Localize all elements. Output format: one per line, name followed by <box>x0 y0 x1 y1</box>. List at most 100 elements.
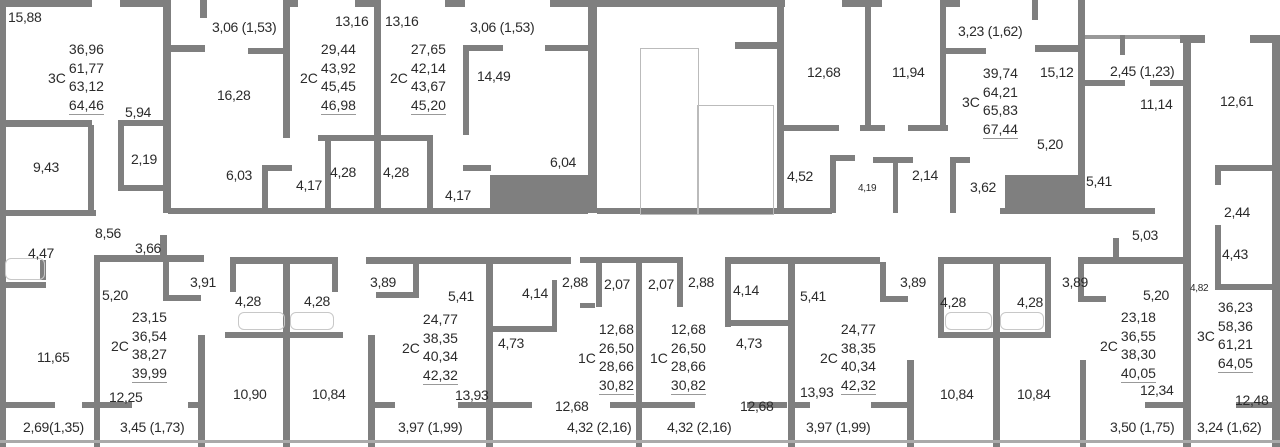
wall <box>588 0 597 213</box>
total-area: 38,35 <box>422 329 458 346</box>
wall <box>1000 208 1155 214</box>
wall <box>735 42 777 49</box>
wall <box>1215 165 1221 185</box>
room-area: 4,28 <box>304 293 331 309</box>
wall <box>490 402 532 408</box>
wall <box>552 280 557 332</box>
wall <box>940 5 946 130</box>
living-area: 29,44 <box>320 41 356 57</box>
room-area: 4,28 <box>383 164 410 180</box>
bathtub-icon <box>945 312 992 330</box>
wall <box>88 125 94 210</box>
wall <box>636 262 642 447</box>
bathtub-icon <box>290 312 334 330</box>
wall <box>795 402 810 408</box>
apartment-label[interactable]: 3С 39,74 64,21 65,83 67,44 <box>962 64 1018 139</box>
wall <box>871 402 911 408</box>
apartment-label[interactable]: 2С 27,65 42,14 43,67 45,20 <box>390 40 446 115</box>
wall <box>198 335 205 447</box>
wall <box>374 0 381 213</box>
room-area: 15,12 <box>1040 64 1074 80</box>
room-area: 4,28 <box>1017 294 1044 310</box>
stairwell <box>640 48 699 215</box>
wall <box>842 0 882 7</box>
total-area: 30,82 <box>670 376 706 395</box>
room-area: 3,89 <box>1062 274 1089 290</box>
wall <box>677 257 683 307</box>
apartment-type: 3С <box>962 93 980 110</box>
wall <box>94 255 204 262</box>
apartment-label[interactable]: 2С 24,77 38,35 40,34 42,32 <box>820 320 876 395</box>
living-area: 36,23 <box>1217 299 1253 315</box>
total-area: 43,67 <box>410 78 446 94</box>
wall <box>725 257 880 264</box>
total-area: 42,14 <box>410 59 446 76</box>
wall <box>1078 257 1188 264</box>
room-area: 15,88 <box>8 9 42 25</box>
wall <box>463 165 491 171</box>
wall <box>580 303 595 308</box>
apartment-label[interactable]: 3С 36,23 58,36 61,21 64,05 <box>1197 298 1253 373</box>
total-area: 43,92 <box>320 59 356 76</box>
wall <box>118 185 163 191</box>
wall <box>413 262 419 298</box>
room-area: 4,14 <box>733 282 760 298</box>
room-area: 10,90 <box>233 386 267 402</box>
total-area: 40,34 <box>840 358 876 374</box>
total-area: 38,30 <box>1120 346 1156 362</box>
balcony-area: 3,50 (1,75) <box>1110 419 1175 435</box>
wall <box>366 257 571 264</box>
room-area: 2,07 <box>604 276 631 292</box>
room-area: 12,61 <box>1220 93 1254 109</box>
wall <box>830 155 855 161</box>
apartment-label[interactable]: 2С 24,77 38,35 40,34 42,32 <box>402 310 458 385</box>
wall <box>1215 165 1275 171</box>
room-area: 4,73 <box>498 335 525 351</box>
wall <box>946 48 986 54</box>
room-area: 5,20 <box>1037 136 1064 152</box>
room-area: 11,65 <box>37 349 70 365</box>
wall <box>1032 0 1038 20</box>
room-area: 5,94 <box>125 104 152 120</box>
wall <box>0 0 6 447</box>
wall <box>120 0 170 7</box>
wall <box>427 135 433 213</box>
wall <box>993 257 1000 447</box>
wall <box>40 260 46 280</box>
apartment-label[interactable]: 2С 23,18 36,55 38,30 40,05 <box>1100 308 1156 383</box>
wall <box>908 125 948 131</box>
wall <box>283 0 290 138</box>
apartment-label[interactable]: 3С 36,96 61,77 63,12 64,46 <box>48 40 104 115</box>
apartment-type: 1С <box>578 349 596 366</box>
apartment-label[interactable]: 2С 29,44 43,92 45,45 46,98 <box>300 40 356 115</box>
wall <box>82 402 132 408</box>
balcony-area: 3,23 (1,62) <box>958 23 1023 39</box>
living-area: 12,68 <box>670 321 706 337</box>
apartment-label[interactable]: 2С 23,15 36,54 38,27 39,99 <box>111 308 167 383</box>
wall <box>940 0 960 7</box>
living-area: 27,65 <box>410 41 446 57</box>
balcony-area: 3,97 (1,99) <box>398 419 463 435</box>
apartment-type: 2С <box>390 69 408 86</box>
room-area: 4,43 <box>1222 246 1249 262</box>
wall <box>747 402 787 408</box>
total-area: 36,55 <box>1120 327 1156 344</box>
balcony-area: 3,97 (1,99) <box>806 419 871 435</box>
room-area: 5,41 <box>1086 173 1113 189</box>
total-area: 30,82 <box>598 376 634 395</box>
total-area: 42,32 <box>840 376 876 395</box>
apartment-label[interactable]: 1С 12,68 26,50 28,66 30,82 <box>650 320 706 395</box>
room-area: 13,16 <box>335 13 369 29</box>
wall <box>160 235 167 259</box>
balcony-area: 3,06 (1,53) <box>470 19 535 35</box>
room-area: 4,52 <box>787 168 814 184</box>
wall <box>163 255 169 300</box>
wall <box>550 0 590 7</box>
wall <box>375 402 395 408</box>
wall <box>725 320 790 326</box>
room-area: 12,34 <box>1140 382 1174 398</box>
room-area: 4,17 <box>296 177 323 193</box>
apartment-type: 1С <box>650 349 668 366</box>
apartment-label[interactable]: 1С 12,68 26,50 28,66 30,82 <box>578 320 634 395</box>
total-area: 63,12 <box>68 78 104 94</box>
